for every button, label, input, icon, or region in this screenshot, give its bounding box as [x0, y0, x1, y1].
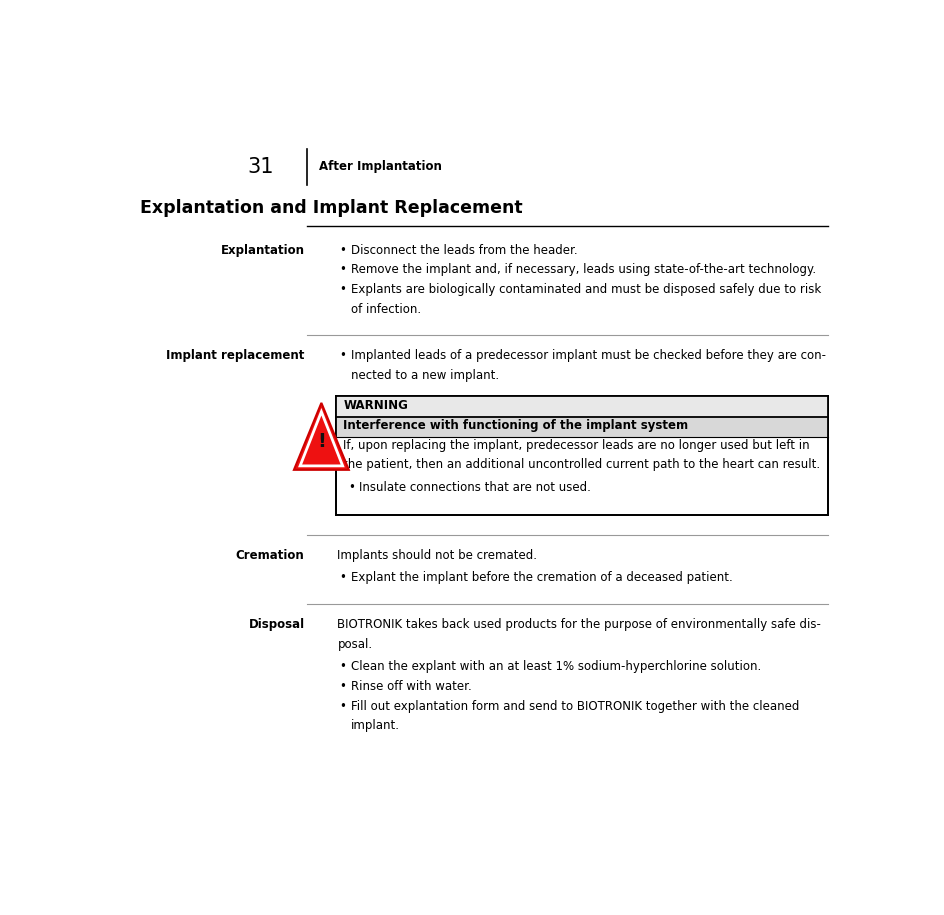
Text: •: • [339, 243, 346, 257]
Text: •: • [339, 661, 346, 673]
Text: Implanted leads of a predecessor implant must be checked before they are con-: Implanted leads of a predecessor implant… [350, 350, 826, 362]
Polygon shape [300, 412, 343, 466]
Text: Explantation and Implant Replacement: Explantation and Implant Replacement [140, 199, 523, 218]
Text: Disconnect the leads from the header.: Disconnect the leads from the header. [350, 243, 578, 257]
Text: Explant the implant before the cremation of a deceased patient.: Explant the implant before the cremation… [350, 572, 733, 585]
Text: Fill out explantation form and send to BIOTRONIK together with the cleaned: Fill out explantation form and send to B… [350, 700, 799, 713]
Text: Implants should not be cremated.: Implants should not be cremated. [338, 549, 537, 562]
Text: Interference with functioning of the implant system: Interference with functioning of the imp… [344, 419, 688, 433]
Text: After Implantation: After Implantation [319, 160, 442, 173]
Text: Insulate connections that are not used.: Insulate connections that are not used. [360, 481, 591, 494]
Text: Explants are biologically contaminated and must be disposed safely due to risk: Explants are biologically contaminated a… [350, 283, 821, 296]
Text: •: • [339, 680, 346, 693]
Text: •: • [348, 481, 356, 494]
Text: Rinse off with water.: Rinse off with water. [350, 680, 471, 693]
Text: the patient, then an additional uncontrolled current path to the heart can resul: the patient, then an additional uncontro… [344, 458, 820, 471]
Polygon shape [294, 403, 349, 469]
Text: posal.: posal. [338, 638, 373, 651]
Text: •: • [339, 264, 346, 276]
Text: Cremation: Cremation [236, 549, 305, 562]
Text: BIOTRONIK takes back used products for the purpose of environmentally safe dis-: BIOTRONIK takes back used products for t… [338, 618, 821, 631]
Text: of infection.: of infection. [350, 303, 421, 316]
Text: •: • [339, 283, 346, 296]
FancyBboxPatch shape [336, 396, 828, 416]
FancyBboxPatch shape [336, 416, 828, 437]
Text: 31: 31 [247, 156, 274, 177]
FancyBboxPatch shape [336, 396, 828, 515]
Text: If, upon replacing the implant, predecessor leads are no longer used but left in: If, upon replacing the implant, predeces… [344, 438, 810, 452]
Text: nected to a new implant.: nected to a new implant. [350, 369, 498, 382]
Text: •: • [339, 572, 346, 585]
Text: Explantation: Explantation [221, 243, 305, 257]
Text: implant.: implant. [350, 719, 399, 732]
Text: WARNING: WARNING [344, 399, 408, 412]
Text: •: • [339, 700, 346, 713]
Text: Clean the explant with an at least 1% sodium-hyperchlorine solution.: Clean the explant with an at least 1% so… [350, 661, 761, 673]
Text: Remove the implant and, if necessary, leads using state-of-the-art technology.: Remove the implant and, if necessary, le… [350, 264, 816, 276]
Text: Implant replacement: Implant replacement [166, 350, 305, 362]
Text: •: • [339, 350, 346, 362]
Text: Disposal: Disposal [248, 618, 305, 631]
Text: !: ! [317, 432, 326, 451]
